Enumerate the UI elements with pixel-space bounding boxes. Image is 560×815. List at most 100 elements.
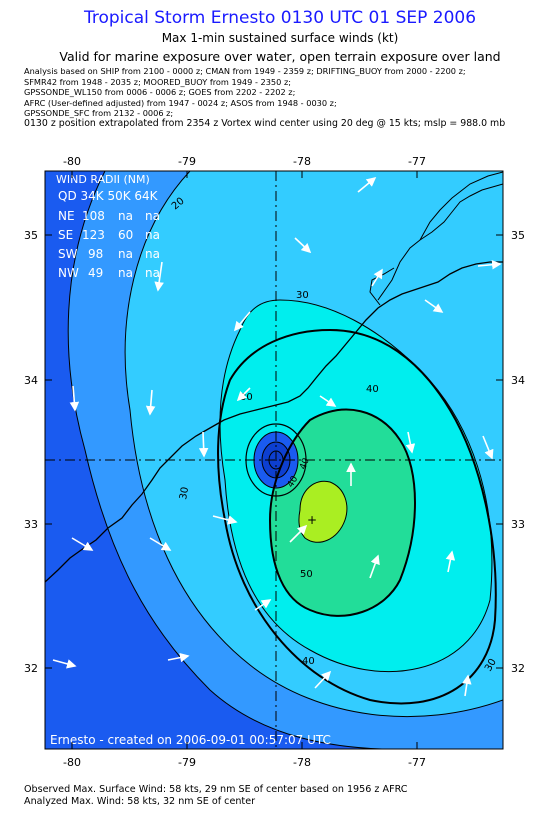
coastline — [45, 261, 503, 583]
lon-tick-label: -80 — [63, 155, 81, 168]
credit-line: Ernesto - created on 2006-09-01 00:57:07… — [50, 733, 331, 747]
wind-vector-arrow — [462, 674, 472, 697]
wind-radii-34k: 123 — [82, 228, 105, 242]
lat-tick-label: 34 — [24, 374, 38, 387]
wind-radii-quadrant: NW — [58, 266, 79, 280]
contour-20 — [67, 171, 420, 749]
plot-area: + 20 30 30 30 40 40 40 40 50 30 — [45, 171, 503, 749]
wind-vector-arrow — [69, 385, 80, 412]
wind-vector-arrow — [289, 524, 308, 543]
coastline-sounds — [377, 183, 503, 301]
wind-radii-header: QD 34K 50K 64K — [58, 189, 159, 203]
contour-label: 30 — [240, 392, 253, 403]
wind-radii-50k: na — [118, 209, 133, 223]
lon-tick-label: -79 — [178, 756, 196, 769]
wind-radii-row: NW 49 na na — [58, 266, 160, 280]
wind-radii-34k: 49 — [88, 266, 103, 280]
wind-radii-64k: na — [145, 247, 160, 261]
analyzed-max-wind: Analyzed Max. Wind: 58 kts, 32 nm SE of … — [24, 796, 256, 808]
wind-vector-arrow — [314, 670, 332, 689]
analysis-notes: Analysis based on SHIP from 2100 - 0000 … — [24, 66, 505, 130]
map-subtitle: Max 1-min sustained surface winds (kt) — [161, 31, 399, 45]
wind-radii-64k: na — [145, 209, 160, 223]
contour-30 — [124, 171, 503, 718]
contour-40 — [219, 299, 493, 673]
wind-band-60-plus — [298, 481, 347, 543]
lat-tick-label: 32 — [511, 662, 525, 675]
wind-radii-quadrant: SE — [58, 228, 73, 242]
wind-vector-arrow — [254, 599, 272, 611]
wind-radii-34k: 108 — [82, 209, 105, 223]
wind-vector-arrow — [369, 554, 380, 579]
analysis-note-line: SFMR42 from 1948 - 2035 z; MOORED_BUOY f… — [24, 76, 291, 87]
lon-tick-label: -78 — [293, 155, 311, 168]
analysis-note-line: Analysis based on SHIP from 2100 - 0000 … — [24, 66, 466, 76]
wind-vector-arrow — [405, 431, 416, 454]
wind-vector-arrow — [371, 268, 383, 287]
footer-notes: Observed Max. Surface Wind: 58 kts, 29 n… — [24, 784, 407, 809]
wind-vector-arrow — [198, 431, 209, 458]
wind-vector-arrow — [145, 389, 156, 416]
coastline-bay — [369, 267, 395, 306]
tick-marks — [45, 171, 503, 749]
contour-label: 40 — [302, 656, 315, 667]
wind-radii-quadrant: NE — [58, 209, 75, 223]
wind-radii-64k: na — [145, 266, 160, 280]
wind-radii-50k: na — [118, 247, 133, 261]
wind-vectors — [52, 176, 502, 697]
latitude-labels: 35 34 33 32 35 34 33 32 — [24, 229, 525, 675]
analysis-note-line: AFRC (User-defined adjusted) from 1947 -… — [24, 97, 337, 108]
wind-vector-arrow — [167, 652, 190, 663]
analysis-note-line: GPSSONDE_SFC from 2132 - 0006 z; — [24, 108, 174, 119]
position-note: 0130 z position extrapolated from 2354 z… — [24, 117, 506, 129]
lon-tick-label: -79 — [178, 155, 196, 168]
wind-vector-arrow — [149, 537, 172, 551]
wind-radii-row: SE 123 60 na — [58, 228, 160, 242]
analysis-note-line: GPSSONDE_WL150 from 0006 - 0006 z; GOES … — [24, 87, 296, 98]
longitude-labels: -80 -79 -78 -77 -80 -79 -78 -77 — [63, 155, 426, 769]
lon-tick-label: -77 — [408, 155, 426, 168]
contour-label: 50 — [300, 569, 313, 580]
wind-radii-row: NE 108 na na — [58, 209, 160, 223]
contour-label: 40 — [366, 384, 379, 395]
wind-vector-arrow — [154, 261, 164, 292]
contour-label: 30 — [178, 486, 191, 500]
lat-tick-label: 34 — [511, 374, 525, 387]
wind-radii-table: WIND RADII (NM) QD 34K 50K 64K NE 108 na… — [56, 173, 160, 280]
lat-tick-label: 33 — [511, 518, 525, 531]
contour-label: 30 — [296, 290, 309, 301]
wind-vector-arrow — [71, 537, 94, 551]
wind-vector-arrow — [236, 387, 251, 402]
wind-radii-50k: 60 — [118, 228, 133, 242]
map-title: Tropical Storm Ernesto 0130 UTC 01 SEP 2… — [83, 8, 477, 28]
lon-tick-label: -78 — [293, 756, 311, 769]
wind-radii-64k: na — [145, 228, 160, 242]
wind-vector-arrow — [233, 311, 251, 332]
plot-frame — [44, 170, 504, 750]
wind-vector-arrow — [319, 395, 337, 407]
contour-34 — [217, 328, 497, 705]
validity-note: Valid for marine exposure over water, op… — [59, 49, 501, 64]
coastline-sounds-2 — [419, 171, 503, 241]
observed-max-wind: Observed Max. Surface Wind: 58 kts, 29 n… — [24, 784, 408, 795]
max-wind-marker: + — [307, 513, 317, 527]
wind-radii-quadrant: SW — [58, 247, 78, 261]
lat-tick-label: 35 — [511, 229, 525, 242]
wind-vector-arrow — [424, 299, 444, 313]
lon-tick-label: -77 — [408, 756, 426, 769]
wind-vector-arrow — [477, 259, 502, 270]
wind-radii-50k: na — [118, 266, 133, 280]
wind-vector-arrow — [294, 237, 312, 254]
contour-50 — [268, 408, 416, 617]
wind-vector-arrow — [212, 515, 238, 525]
lat-tick-label: 35 — [24, 229, 38, 242]
wind-radii-34k: 98 — [88, 247, 103, 261]
lat-tick-label: 32 — [24, 662, 38, 675]
wind-vector-arrow — [482, 435, 494, 460]
wind-vector-arrow — [445, 550, 456, 573]
lon-tick-label: -80 — [63, 756, 81, 769]
wind-vector-arrow — [357, 176, 377, 193]
wind-radii-title: WIND RADII (NM) — [56, 173, 150, 186]
wind-vector-arrow — [52, 659, 77, 669]
